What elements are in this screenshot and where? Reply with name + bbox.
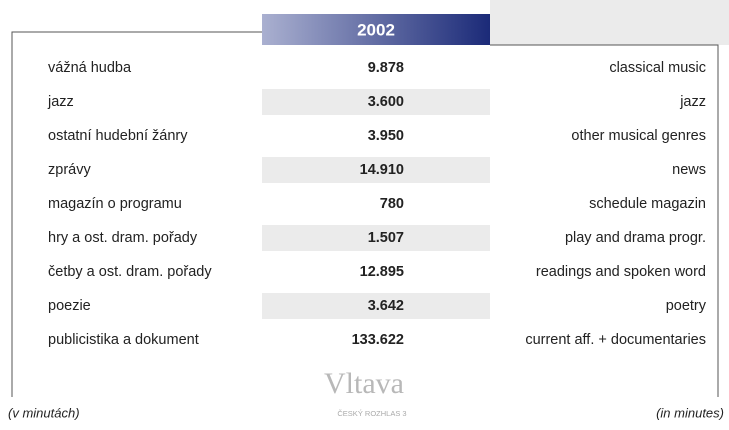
cell-czech: magazín o programu bbox=[48, 196, 182, 212]
cell-value: 3.600 bbox=[368, 94, 404, 110]
cell-czech: poezie bbox=[48, 298, 91, 314]
cell-value: 12.895 bbox=[360, 264, 404, 280]
frame-right bbox=[490, 44, 719, 397]
cell-english: current aff. + documentaries bbox=[525, 332, 706, 348]
cell-value: 780 bbox=[380, 196, 404, 212]
cell-czech: publicistika a dokument bbox=[48, 332, 199, 348]
row-band bbox=[262, 293, 490, 319]
logo-subtitle: ČESKÝ ROZHLAS 3 bbox=[337, 409, 406, 418]
header-bar bbox=[262, 14, 490, 45]
cell-value: 1.507 bbox=[368, 230, 404, 246]
logo-name: Vltava bbox=[324, 367, 404, 400]
cell-value: 14.910 bbox=[360, 162, 404, 178]
rows: vážná hudba 9.878 classical music jazz 3.600… bbox=[47, 60, 707, 348]
row-band bbox=[262, 225, 490, 251]
cell-czech: hry a ost. dram. pořady bbox=[48, 230, 198, 246]
cell-english: schedule magazin bbox=[589, 196, 706, 212]
cell-czech: ostatní hudební žánry bbox=[48, 128, 188, 144]
cell-english: jazz bbox=[679, 94, 706, 110]
row-band bbox=[262, 157, 490, 183]
cell-english: poetry bbox=[666, 298, 707, 314]
cell-value: 133.622 bbox=[352, 332, 404, 348]
corner-panel bbox=[490, 0, 729, 45]
cell-czech: jazz bbox=[47, 94, 74, 110]
header-year: 2002 bbox=[357, 20, 395, 39]
frame-left bbox=[11, 31, 262, 397]
cell-czech: zprávy bbox=[48, 162, 91, 178]
footer-left: (v minutách) bbox=[8, 405, 80, 420]
cell-value: 3.642 bbox=[368, 298, 404, 314]
cell-english: classical music bbox=[609, 60, 706, 76]
cell-value: 3.950 bbox=[368, 128, 404, 144]
cell-english: readings and spoken word bbox=[536, 264, 706, 280]
cell-english: news bbox=[672, 162, 706, 178]
cell-czech: četby a ost. dram. pořady bbox=[48, 264, 212, 280]
cell-english: other musical genres bbox=[571, 128, 706, 144]
cell-czech: vážná hudba bbox=[48, 60, 132, 76]
cell-value: 9.878 bbox=[368, 60, 404, 76]
cell-english: play and drama progr. bbox=[565, 230, 706, 246]
footer-right: (in minutes) bbox=[656, 405, 724, 420]
row-band bbox=[262, 89, 490, 115]
